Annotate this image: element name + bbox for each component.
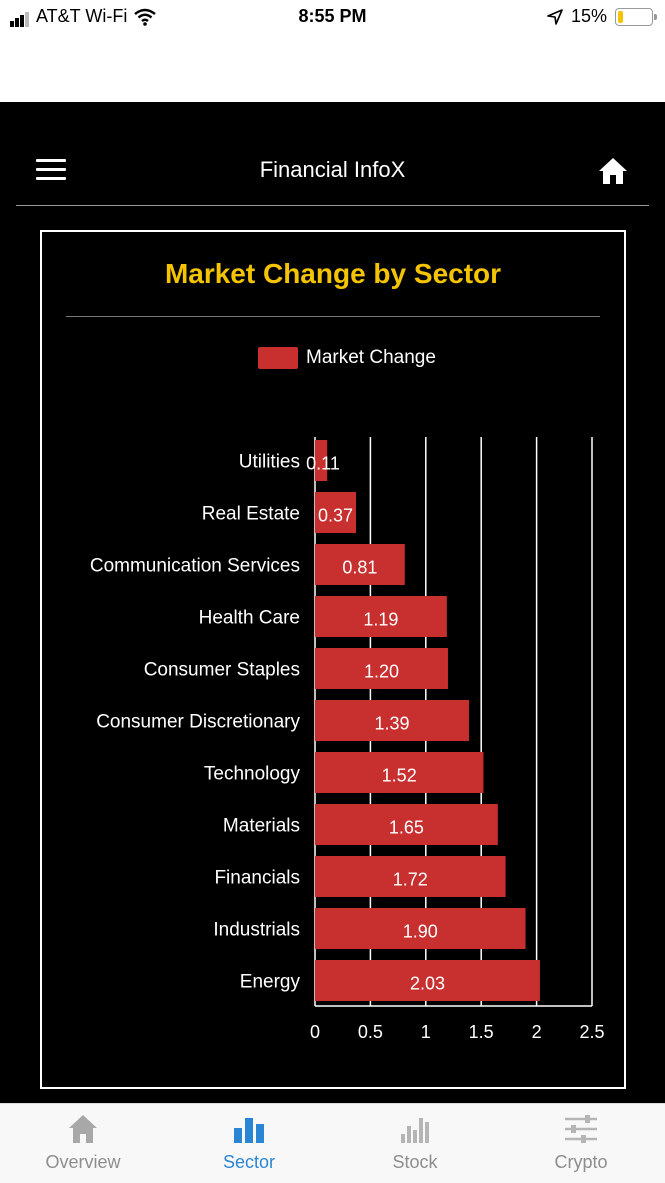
bar[interactable] (315, 752, 484, 793)
status-right: 15% (547, 6, 657, 27)
signal-icon (10, 6, 30, 27)
tab-sector-label: Sector (222, 1152, 276, 1172)
sliders-icon (565, 1115, 597, 1143)
app-header: Financial InfoX (0, 102, 665, 205)
data-label: 1.65 (389, 818, 424, 838)
status-bar: AT&T Wi-Fi 8:55 PM 15% (0, 0, 665, 34)
legend-swatch (258, 347, 298, 369)
title-divider (66, 316, 600, 317)
bar[interactable] (315, 440, 328, 481)
tab-stock-label: Stock (392, 1152, 438, 1172)
tab-crypto-label: Crypto (554, 1152, 608, 1172)
bar[interactable] (315, 804, 498, 845)
bar[interactable] (315, 596, 447, 637)
status-left: AT&T Wi-Fi (10, 6, 157, 27)
category-label: Consumer Staples (144, 660, 300, 681)
data-label: 1.52 (382, 766, 417, 786)
location-arrow-icon (547, 8, 563, 25)
chart-legend[interactable]: Market Change (258, 347, 436, 369)
app-title: Financial InfoX (259, 157, 406, 182)
bar[interactable] (315, 492, 356, 533)
bar-chart-icon (234, 1118, 264, 1143)
x-tick-label: 0.5 (358, 1022, 383, 1042)
category-label: Communication Services (90, 556, 300, 577)
tab-crypto[interactable]: Crypto (498, 1112, 664, 1173)
house-icon (69, 1115, 97, 1143)
carrier-label: AT&T Wi-Fi (36, 6, 128, 26)
tab-stock[interactable]: Stock (332, 1112, 498, 1173)
home-icon[interactable] (597, 156, 629, 186)
bar[interactable] (315, 960, 540, 1001)
x-tick-label: 0 (310, 1022, 320, 1042)
data-label: 0.37 (318, 506, 353, 526)
legend-label: Market Change (306, 347, 436, 368)
clock: 8:55 PM (298, 6, 367, 26)
data-label: 0.11 (306, 454, 340, 474)
category-label: Utilities (239, 452, 300, 473)
battery-icon (615, 7, 657, 26)
category-label: Health Care (199, 608, 300, 629)
category-label: Real Estate (202, 504, 300, 525)
data-label: 1.19 (363, 610, 398, 630)
stock-chart-icon (401, 1118, 429, 1143)
category-label: Materials (223, 816, 300, 837)
category-label: Energy (240, 972, 301, 993)
tab-overview[interactable]: Overview (0, 1112, 166, 1173)
hamburger-menu-icon[interactable] (36, 159, 66, 181)
tab-sector[interactable]: Sector (166, 1112, 332, 1173)
bar[interactable] (315, 700, 470, 741)
battery-percent: 15% (570, 6, 607, 26)
bar[interactable] (315, 856, 506, 897)
app-screen: Financial InfoX Market Change by Sector … (0, 102, 665, 1103)
bar[interactable] (315, 648, 448, 689)
category-label: Financials (214, 868, 300, 889)
data-label: 1.72 (393, 870, 428, 890)
data-label: 2.03 (410, 974, 445, 994)
chart-panel: Market Change by Sector Market Change 0 0… (40, 230, 626, 1089)
data-label: 1.39 (374, 714, 409, 734)
x-tick-label: 2.5 (579, 1022, 604, 1042)
x-tick-label: 1.5 (469, 1022, 494, 1042)
category-label: Technology (204, 764, 301, 785)
data-label: 1.20 (364, 662, 399, 682)
header-divider (16, 205, 649, 206)
x-tick-label: 2 (532, 1022, 542, 1042)
bar[interactable] (315, 908, 526, 949)
category-label: Consumer Discretionary (96, 712, 300, 733)
wifi-icon (134, 8, 157, 26)
x-tick-label: 1 (421, 1022, 431, 1042)
tab-overview-label: Overview (45, 1152, 121, 1172)
data-label: 0.81 (342, 558, 377, 578)
tab-bar: Overview Sector Stock Crypto (0, 1103, 665, 1183)
data-label: 1.90 (403, 922, 438, 942)
category-label: Industrials (213, 920, 300, 941)
bar[interactable] (315, 544, 405, 585)
chart-title: Market Change by Sector (164, 258, 502, 289)
